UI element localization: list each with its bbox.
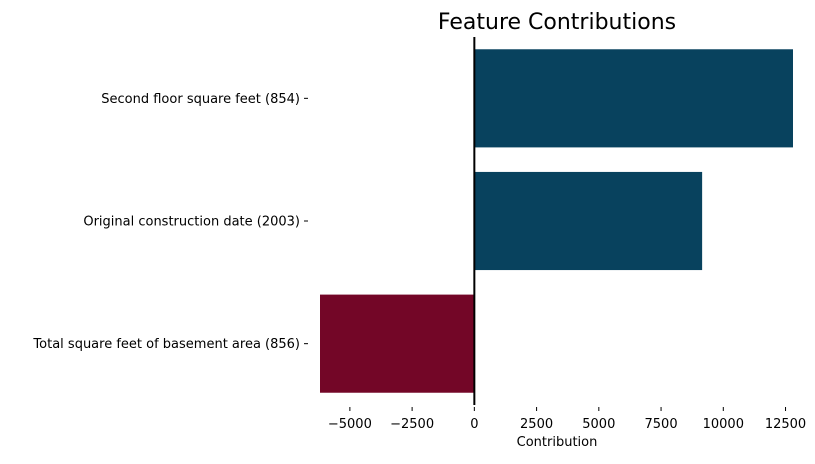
x-tick-label: 7500 [645, 417, 678, 432]
x-tick-label: 5000 [582, 417, 615, 432]
x-tick-label: 0 [470, 417, 478, 432]
x-tick-label: 2500 [520, 417, 553, 432]
y-tick-label: Second floor square feet (854) [101, 92, 300, 107]
x-tick-label: −5000 [328, 417, 372, 432]
y-tick-label: Original construction date (2003) [83, 215, 300, 230]
x-axis: −5000 −2500 0 2500 5000 7500 10000 12500 [328, 407, 806, 432]
y-tick-label: Total square feet of basement area (856) [32, 337, 300, 352]
x-tick-label: −2500 [390, 417, 434, 432]
chart-title: Feature Contributions [438, 10, 676, 35]
x-tick-label: 10000 [703, 417, 744, 432]
bar-3 [320, 294, 475, 393]
bars-group [320, 49, 793, 393]
y-axis: Second floor square feet (854) Original c… [32, 92, 308, 352]
x-tick-label: 12500 [765, 417, 806, 432]
bar-1 [474, 49, 793, 148]
bar-2 [474, 171, 703, 271]
x-axis-label: Contribution [517, 435, 598, 450]
